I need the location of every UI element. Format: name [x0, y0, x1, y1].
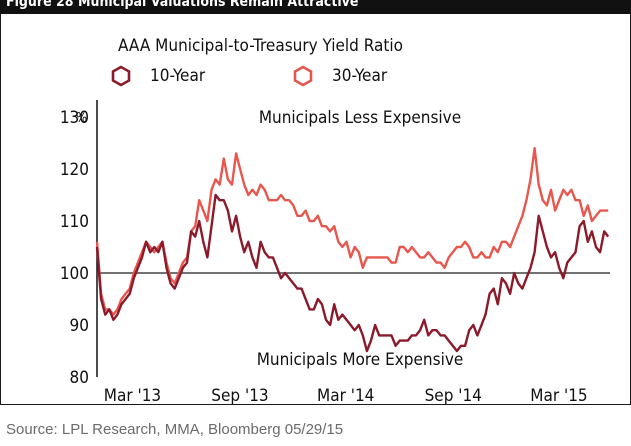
- legend-hexagon-icon-30-year: [293, 65, 313, 87]
- chart-title: AAA Municipal-to-Treasury Yield Ratio: [118, 36, 403, 56]
- legend-label-10-year: 10-Year: [150, 66, 206, 86]
- series-line-30-year: [95, 146, 609, 316]
- x-tick-label: Sep '13: [211, 386, 268, 406]
- y-axis: 80 90 100 110 120 130%: [60, 100, 98, 388]
- figure-title-bar: Figure 28 Municipal Valuations Remain At…: [0, 0, 631, 14]
- x-tick-label: Mar '14: [317, 386, 374, 406]
- y-tick-label: 120: [60, 160, 89, 180]
- x-tick-label: Mar '15: [530, 386, 587, 406]
- x-tick-label: Sep '14: [425, 386, 482, 406]
- x-axis: Mar '13 Sep '13 Mar '14 Sep '14 Mar '15: [104, 386, 588, 406]
- legend-item-10-year: 10-Year: [110, 64, 205, 88]
- y-tick-label: 130: [60, 108, 89, 128]
- y-tick-label: 100: [60, 264, 89, 284]
- annotation-less-expensive: Municipals Less Expensive: [259, 108, 461, 128]
- series-line-10-year: [95, 193, 610, 353]
- y-tick-label: 90: [70, 316, 89, 336]
- legend-hexagon-icon-10-year: [111, 65, 131, 87]
- figure-title: Figure 28 Municipal Valuations Remain At…: [6, 0, 359, 10]
- legend-item-30-year: 30-Year: [292, 64, 387, 88]
- y-unit-label: %: [76, 111, 87, 126]
- y-tick-label: 80: [70, 368, 89, 388]
- legend-label-30-year: 30-Year: [332, 66, 388, 86]
- x-tick-label: Mar '13: [104, 386, 161, 406]
- source-note: Source: LPL Research, MMA, Bloomberg 05/…: [6, 421, 344, 438]
- annotation-more-expensive: Municipals More Expensive: [257, 350, 464, 370]
- y-tick-label: 110: [60, 212, 89, 232]
